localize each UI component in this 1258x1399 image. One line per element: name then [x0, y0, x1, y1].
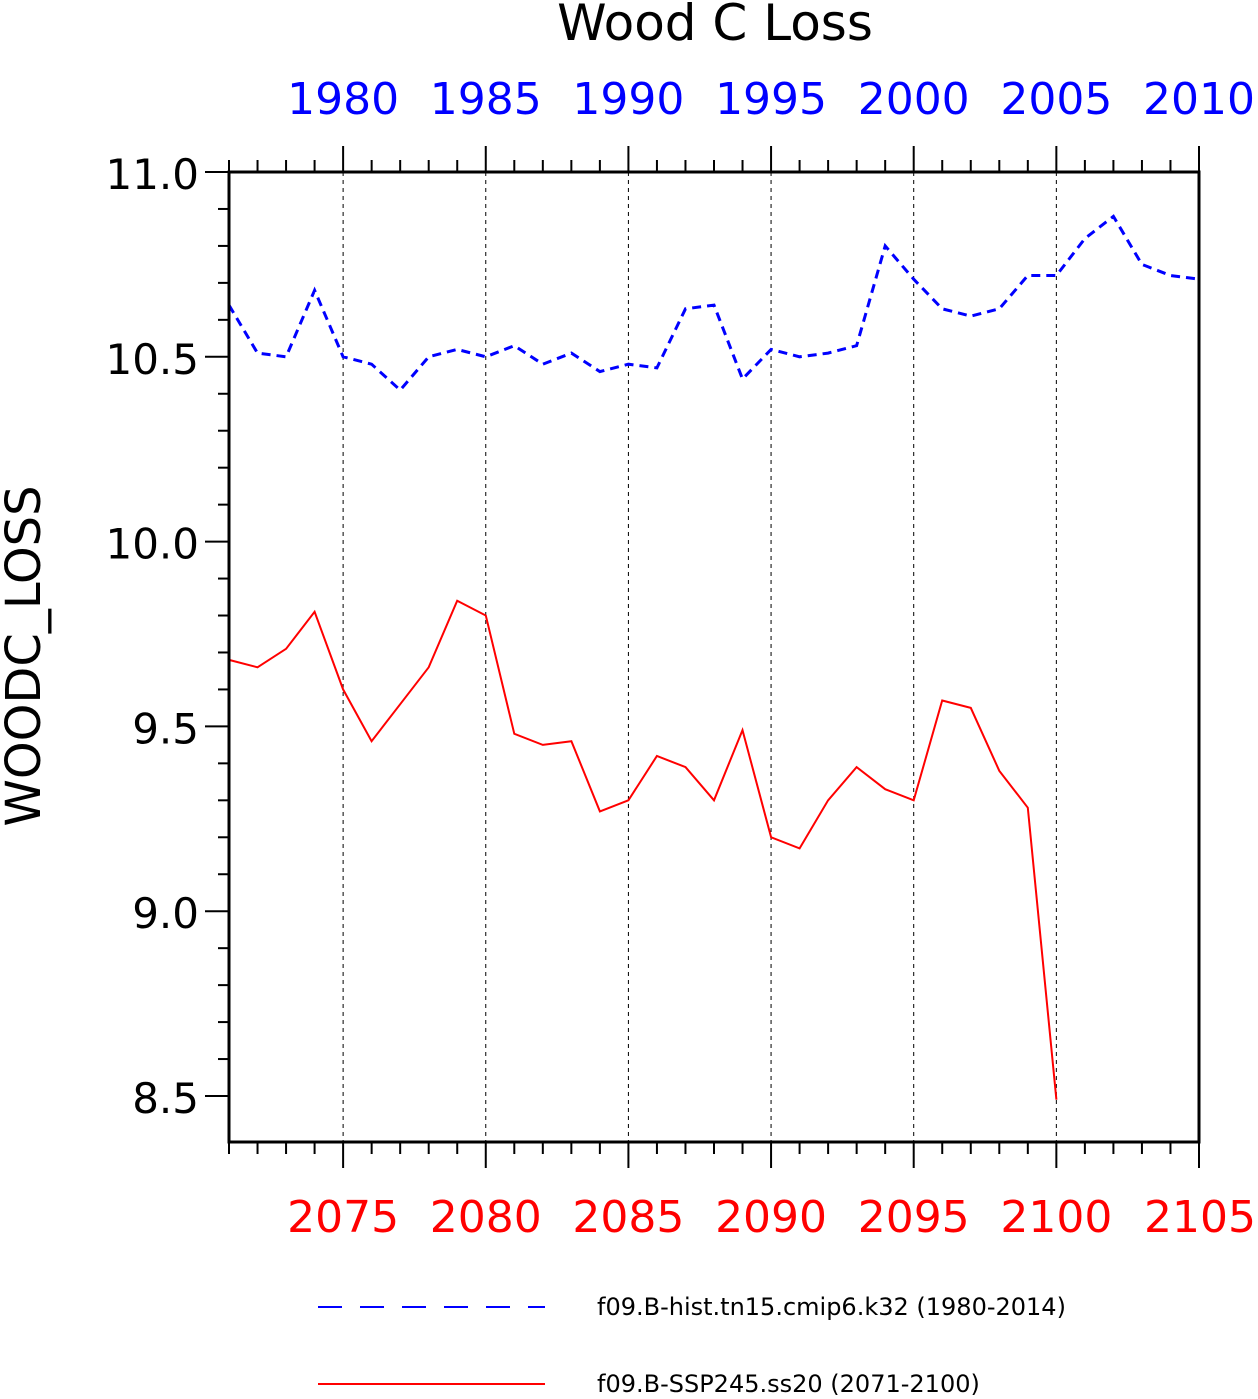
y-tick-label: 9.5	[132, 704, 199, 753]
y-tick-label: 11.0	[105, 150, 199, 199]
x-top-tick-label: 2010	[1143, 74, 1255, 125]
y-tick-label: 10.0	[105, 520, 199, 569]
grid-lines	[342, 172, 1057, 1142]
plot-frame	[227, 170, 1201, 1144]
x-bottom-tick-label: 2105	[1144, 1192, 1256, 1243]
x-bottom-tick-label: 2095	[858, 1192, 970, 1243]
legend-item-ssp: f09.B-SSP245.ss20 (2071-2100)	[318, 1370, 980, 1398]
x-top-tick-label: 1995	[715, 74, 827, 125]
y-axis-label: WOODC_LOSS	[0, 485, 52, 826]
series-line-ssp	[228, 599, 1058, 1100]
x-bottom-tick-label: 2075	[287, 1192, 399, 1243]
legend-label: f09.B-SSP245.ss20 (2071-2100)	[597, 1370, 980, 1398]
x-top-tick-label: 1985	[430, 74, 542, 125]
x-bottom-tick-label: 2090	[715, 1192, 827, 1243]
x-top-tick-label: 2000	[858, 74, 970, 125]
legend: f09.B-hist.tn15.cmip6.k32 (1980-2014) f09…	[318, 1293, 1066, 1398]
series-layer	[227, 214, 1200, 1100]
axes: 8.5 9.0 9.5 10.0 10.5 11.0 2075 2080 2085 2090 209…	[105, 74, 1256, 1243]
legend-label: f09.B-hist.tn15.cmip6.k32 (1980-2014)	[597, 1293, 1066, 1321]
x-top-tick-label: 1980	[287, 74, 399, 125]
x-bottom-tick-label: 2080	[430, 1192, 542, 1243]
x-top-tick-label: 2005	[1000, 74, 1112, 125]
chart-title: Wood C Loss	[557, 0, 873, 52]
x-bottom-tick-label: 2085	[572, 1192, 684, 1243]
y-tick-label: 8.5	[132, 1074, 199, 1123]
series-line-hist	[227, 214, 1200, 393]
y-tick-label: 10.5	[105, 335, 199, 384]
x-top-tick-label: 1990	[572, 74, 684, 125]
y-tick-label: 9.0	[132, 889, 199, 938]
x-bottom-tick-label: 2100	[1000, 1192, 1112, 1243]
legend-item-hist: f09.B-hist.tn15.cmip6.k32 (1980-2014)	[318, 1293, 1066, 1321]
